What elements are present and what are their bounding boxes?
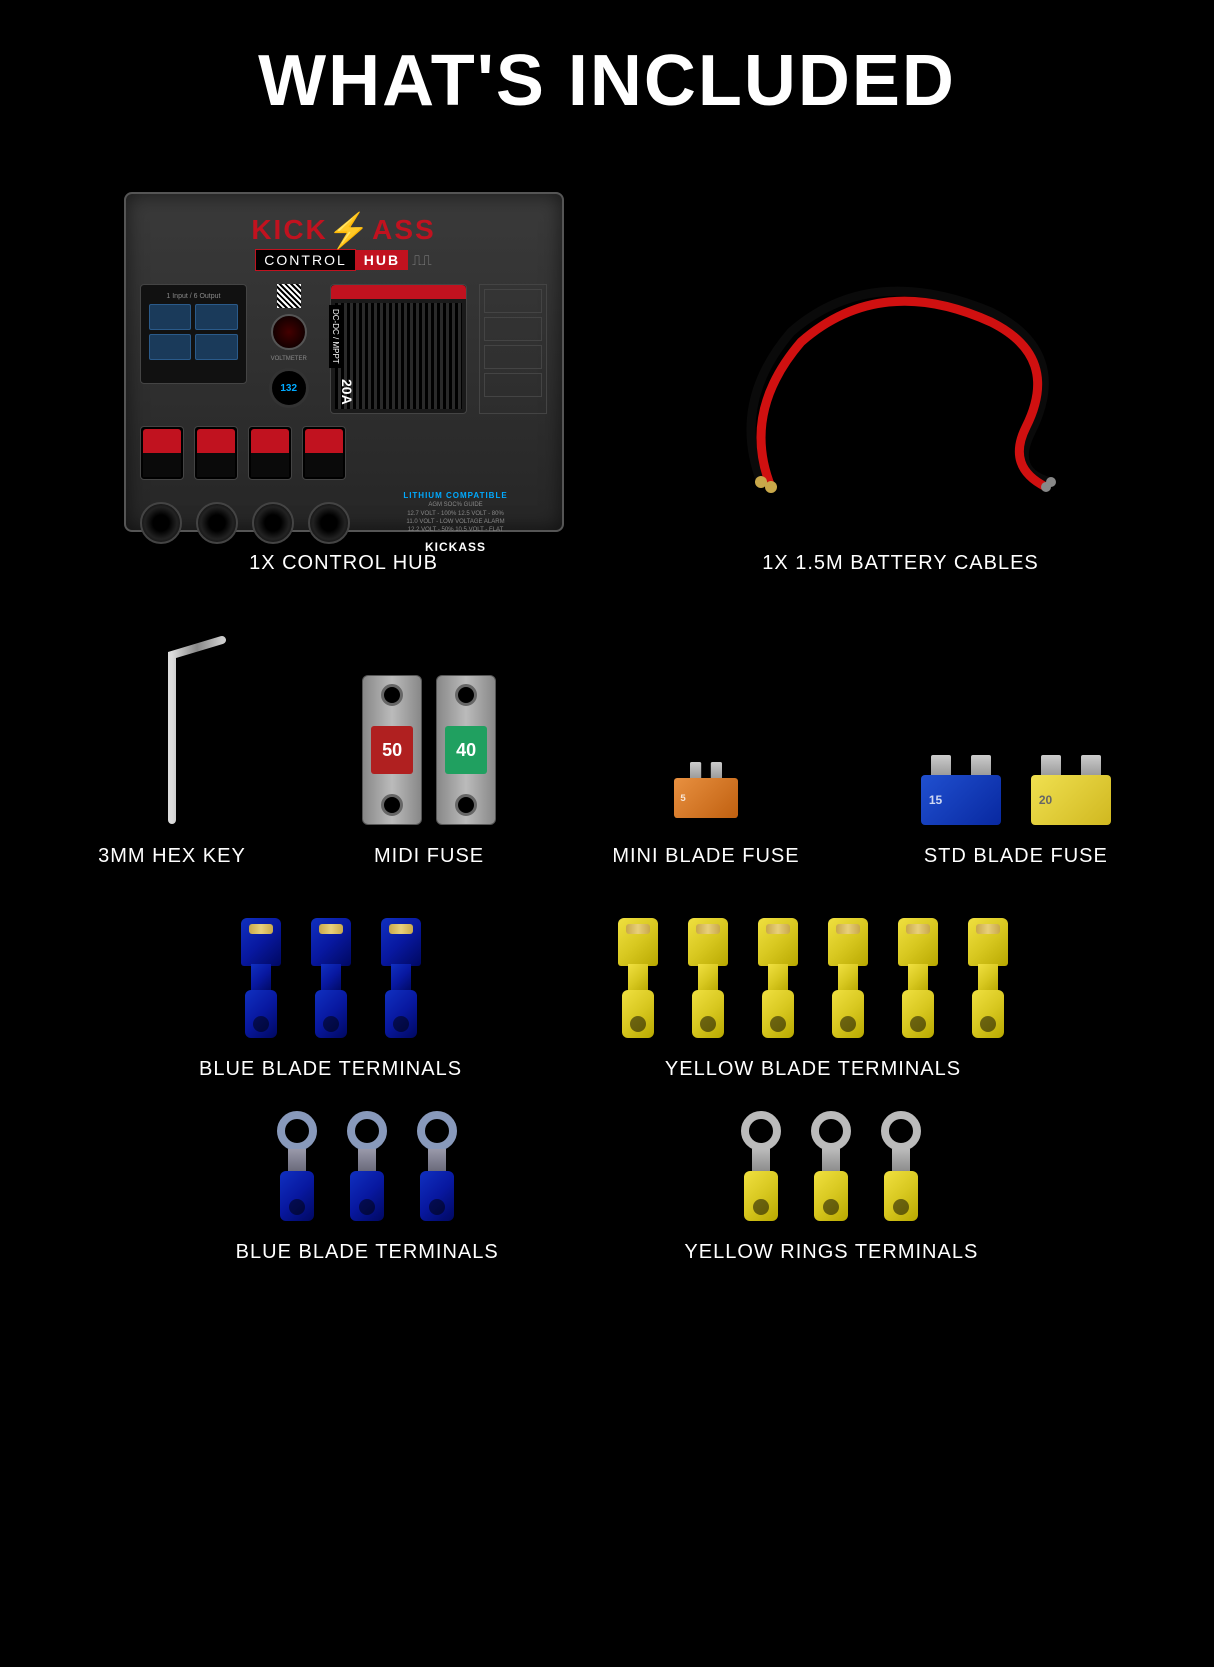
yellow-ring-terminals-graphic [734,1111,928,1221]
midi-fuse-graphic: 50 40 [362,675,496,825]
bolt-icon: ⚡ [328,211,372,251]
yellow-blade-caption: YELLOW BLADE TERMINALS [665,1058,961,1081]
qr-code-icon [277,284,301,308]
fuse-panel: 1 Input / 6 Output [140,284,248,384]
blue-blade-terminals-graphic [234,918,428,1038]
blade-terminal [304,918,358,1038]
hub-subtitle: CONTROLHUB⎍⎍ [140,252,548,270]
midi-fuse-item: 50 40 MIDI FUSE [362,675,496,868]
blade-terminal [234,918,288,1038]
blade-terminal [961,918,1015,1038]
circuit-trace-icon: ⎍⎍ [412,252,432,268]
blade-terminal [374,918,428,1038]
blue-blade-caption: BLUE BLADE TERMINALS [199,1058,462,1081]
ring-terminal [804,1111,858,1221]
page-title: WHAT'S INCLUDED [50,40,1164,122]
ring-terminal [270,1111,324,1221]
blade-terminal [751,918,805,1038]
std-blade-item: 15 20 STD BLADE FUSE [916,755,1116,868]
hub-brand: KICK⚡ASS [140,208,548,248]
aux-socket [308,502,350,544]
hex-key-item: 3MM HEX KEY [98,625,246,868]
hex-key-graphic [117,625,227,825]
voltmeter-gauge: 132 [269,368,309,408]
midi-fuse-40: 40 [436,675,496,825]
cables-caption: 1X 1.5M BATTERY CABLES [762,552,1039,575]
fuse-slot [149,334,192,360]
std-blade-caption: STD BLADE FUSE [924,845,1108,868]
blade-terminal [611,918,665,1038]
blue-blade-terminals-item: BLUE BLADE TERMINALS [199,918,462,1081]
midi-fuse-50: 50 [362,675,422,825]
control-hub-item: KICK⚡ASS CONTROLHUB⎍⎍ 1 Input / 6 Output [124,192,564,575]
rocker-switch [302,426,346,480]
hex-key-caption: 3MM HEX KEY [98,845,246,868]
aux-socket [252,502,294,544]
rocker-switches [140,426,548,480]
mini-blade-caption: MINI BLADE FUSE [612,845,799,868]
std-blade-20: 20 [1026,755,1116,825]
connector-panel [479,284,548,414]
yellow-ring-terminals-item: YELLOW RINGS TERMINALS [684,1111,978,1264]
rocker-switch [194,426,238,480]
blue-ring-terminals-item: BLUE BLADE TERMINALS [236,1111,499,1264]
battery-cables-graphic [711,252,1091,532]
blade-terminal [681,918,735,1038]
yellow-ring-caption: YELLOW RINGS TERMINALS [684,1241,978,1264]
rocker-switch [140,426,184,480]
power-button [271,314,307,350]
mini-blade-graphic: 5 [670,762,742,818]
ring-terminal [410,1111,464,1221]
fuse-slot [195,334,238,360]
std-blade-15: 15 [916,755,1006,825]
aux-socket [140,502,182,544]
yellow-blade-terminals-item: YELLOW BLADE TERMINALS [611,918,1015,1081]
ring-terminal [734,1111,788,1221]
blue-ring-caption: BLUE BLADE TERMINALS [236,1241,499,1264]
fuse-slot [195,304,238,330]
blade-terminal [821,918,875,1038]
aux-socket [196,502,238,544]
hub-info-text: LITHIUM COMPATIBLE AGM SOC% GUIDE 12.7 V… [364,490,548,556]
control-hub-graphic: KICK⚡ASS CONTROLHUB⎍⎍ 1 Input / 6 Output [124,192,564,532]
mini-blade-item: 5 MINI BLADE FUSE [612,755,799,868]
midi-caption: MIDI FUSE [374,845,484,868]
fuse-slot [149,304,192,330]
blue-ring-terminals-graphic [270,1111,464,1221]
blade-terminal [891,918,945,1038]
ring-terminal [874,1111,928,1221]
std-blade-graphic: 15 20 [916,755,1116,825]
yellow-blade-terminals-graphic [611,918,1015,1038]
rocker-switch [248,426,292,480]
ring-terminal [340,1111,394,1221]
battery-cables-item: 1X 1.5M BATTERY CABLES [711,252,1091,575]
dcdc-charger: DC-DC / MPPT 20A [330,284,467,414]
